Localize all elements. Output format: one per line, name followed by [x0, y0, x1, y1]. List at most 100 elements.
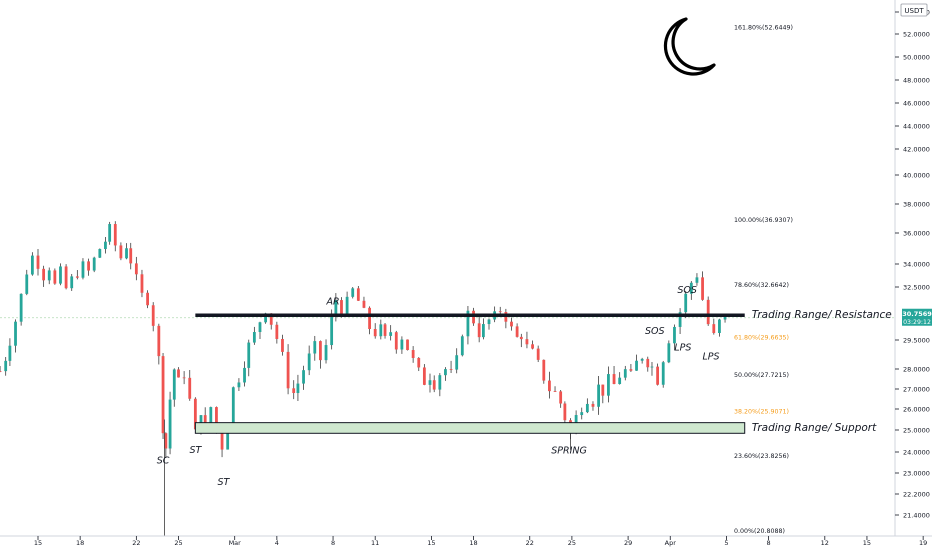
candle-body — [226, 429, 230, 450]
candle-body — [481, 324, 485, 338]
time-tick-label: 19 — [919, 539, 927, 547]
candle-body — [296, 383, 300, 394]
candle-body — [209, 407, 213, 424]
candle-body — [182, 377, 186, 379]
candle-body — [417, 357, 421, 368]
candle-body — [258, 322, 262, 333]
candle-body — [607, 374, 610, 396]
candle-body — [487, 319, 491, 325]
support-zone[interactable] — [194, 422, 746, 434]
candle-body — [362, 300, 366, 308]
current-price-badge: 30.7569 03:29:12 — [902, 308, 932, 326]
candle-body — [53, 270, 57, 284]
candle-body — [597, 384, 600, 407]
candle-body — [269, 313, 273, 325]
price-tick-label: 46.0000 — [903, 100, 930, 108]
candle-body — [706, 299, 710, 325]
candle-body — [14, 321, 17, 346]
candle-body — [119, 245, 123, 259]
candle-body — [656, 366, 660, 385]
price-tick-label: 26.0000 — [903, 406, 930, 414]
fibonacci-levels: 161.80%(52.6449) 100.00%(36.9307) 78.60%(3… — [734, 24, 793, 535]
candle-body — [302, 370, 305, 384]
price-tick-label: 23.0000 — [903, 470, 930, 478]
time-axis[interactable] — [0, 536, 932, 550]
time-tick-label: 22 — [132, 539, 140, 547]
price-tick-label: 28.0000 — [903, 366, 930, 374]
candle-body — [449, 369, 453, 370]
price-axis[interactable] — [895, 0, 932, 536]
candle-body — [134, 263, 138, 275]
candle-body — [460, 336, 464, 356]
time-tick-label: 15 — [34, 539, 42, 547]
candle-body — [220, 430, 224, 450]
candle-body — [340, 300, 343, 314]
candle-body — [455, 355, 459, 370]
price-tick-label: 52.0000 — [903, 31, 930, 39]
candle-body — [4, 360, 8, 372]
candle-body — [563, 403, 567, 421]
candle-body — [612, 374, 616, 385]
candle-body — [237, 382, 241, 388]
candle-body — [689, 282, 693, 294]
candle-body — [146, 292, 149, 306]
candle-body — [319, 341, 322, 361]
candle-body — [188, 377, 192, 399]
candle-body — [345, 296, 349, 314]
time-tick-label: 11 — [371, 539, 379, 547]
candle-body — [30, 255, 34, 275]
candle-body — [140, 274, 144, 293]
time-tick-label: Apr — [665, 539, 677, 547]
candle-body — [193, 398, 197, 430]
time-tick-label: 4 — [275, 539, 279, 547]
candle-body — [351, 288, 355, 297]
candle-body — [673, 326, 676, 344]
time-tick-label: 25 — [174, 539, 182, 547]
annotation-label: ST — [189, 445, 202, 456]
annotation-label: LPS — [702, 351, 719, 362]
time-tick-label: 18 — [76, 539, 84, 547]
candle-body — [98, 249, 102, 258]
price-tick-label: 38.0000 — [903, 201, 930, 209]
candle-body — [157, 325, 161, 357]
candle-body — [400, 339, 404, 350]
candle-body — [695, 277, 699, 283]
candle-body — [324, 345, 328, 361]
candle-body — [422, 367, 426, 385]
time-tick-label: 29 — [624, 539, 632, 547]
annotation-label: SPRING — [551, 446, 587, 457]
candle-body — [601, 384, 605, 396]
candle-body — [307, 353, 311, 371]
candle-body — [203, 415, 207, 424]
candle-body — [701, 277, 704, 300]
price-tick-label: 42.0000 — [903, 146, 930, 154]
candle-body — [519, 336, 523, 340]
candle-body — [477, 323, 481, 338]
candle-body — [444, 369, 447, 376]
candle-body — [411, 350, 415, 358]
price-tick-label: 22.2000 — [903, 491, 930, 499]
candle-body — [75, 276, 79, 278]
candle-body — [92, 257, 96, 271]
annotation-label: ST — [218, 477, 231, 488]
time-tick-label: 12 — [821, 539, 829, 547]
annotation-label: SC — [157, 456, 170, 467]
candle-body — [59, 266, 62, 284]
candle-body — [718, 319, 721, 334]
price-tick-label: 40.0000 — [903, 172, 930, 180]
candle-body — [247, 342, 251, 368]
candle-body — [292, 388, 296, 394]
current-price-value: 30.7569 — [902, 310, 932, 318]
candle-body — [472, 310, 475, 324]
candle-body — [640, 358, 644, 361]
candles — [0, 221, 727, 536]
candle-body — [104, 241, 107, 250]
candle-body — [113, 224, 117, 246]
candle-body — [548, 380, 551, 392]
price-tick-label: 48.0000 — [903, 77, 930, 85]
price-tick-label: 34.0000 — [903, 261, 930, 269]
annotation-label: Trading Range/ Support — [752, 422, 877, 434]
moon-icon — [663, 17, 716, 76]
